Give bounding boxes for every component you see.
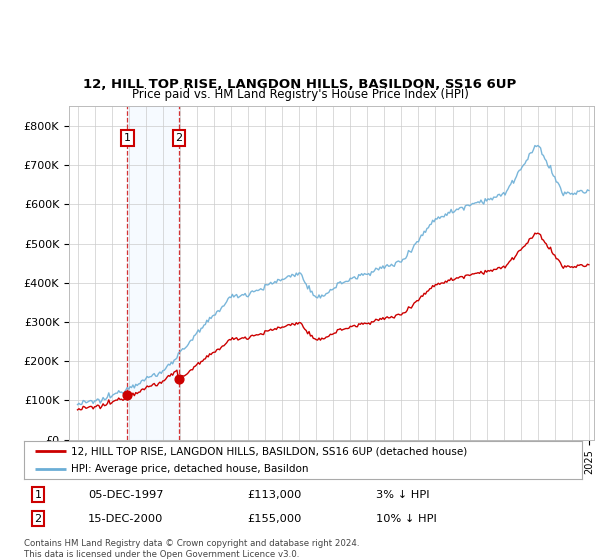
Text: 2: 2 [176,133,182,143]
Text: £155,000: £155,000 [247,514,302,524]
Text: HPI: Average price, detached house, Basildon: HPI: Average price, detached house, Basi… [71,464,309,474]
Text: 10% ↓ HPI: 10% ↓ HPI [376,514,436,524]
Bar [127,106,179,440]
Text: 1: 1 [34,490,41,500]
Text: 3% ↓ HPI: 3% ↓ HPI [376,490,429,500]
Text: 2: 2 [34,514,41,524]
Text: 05-DEC-1997: 05-DEC-1997 [88,490,164,500]
Text: 12, HILL TOP RISE, LANGDON HILLS, BASILDON, SS16 6UP: 12, HILL TOP RISE, LANGDON HILLS, BASILD… [83,78,517,91]
Text: Contains HM Land Registry data © Crown copyright and database right 2024.
This d: Contains HM Land Registry data © Crown c… [24,539,359,559]
Point [122,391,132,400]
Text: 15-DEC-2000: 15-DEC-2000 [88,514,164,524]
Text: 12, HILL TOP RISE, LANGDON HILLS, BASILDON, SS16 6UP (detached house): 12, HILL TOP RISE, LANGDON HILLS, BASILD… [71,446,467,456]
Point [174,375,184,384]
Text: Price paid vs. HM Land Registry's House Price Index (HPI): Price paid vs. HM Land Registry's House … [131,88,469,101]
Text: 1: 1 [124,133,131,143]
Text: £113,000: £113,000 [247,490,302,500]
